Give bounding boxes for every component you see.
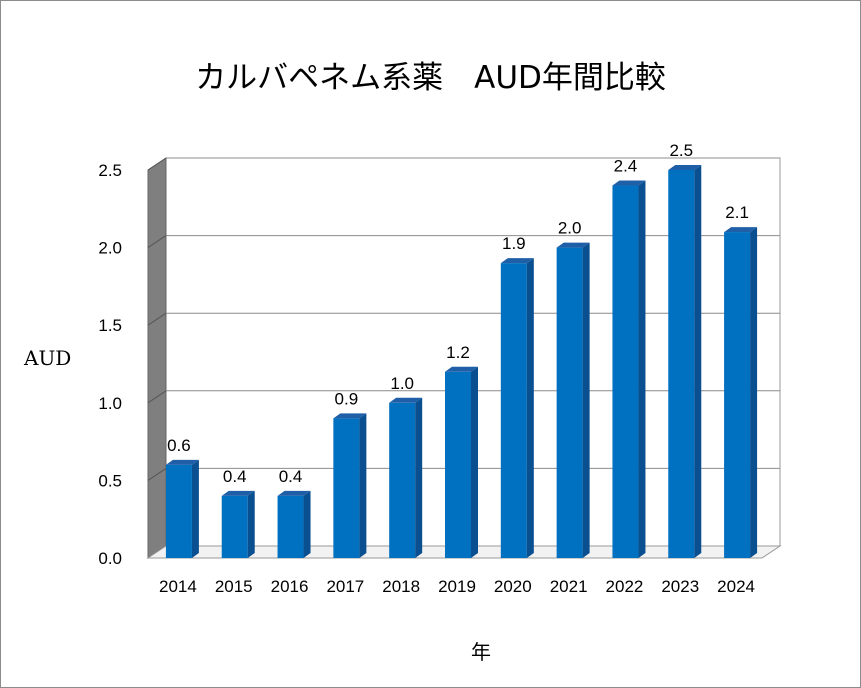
bar-side [638,180,646,558]
bar-top [668,165,702,170]
bar-2019 [445,366,478,558]
x-tick-label: 2019 [438,577,476,596]
data-label: 1.2 [446,343,470,362]
gridline-side [147,157,167,171]
data-label: 2.0 [558,219,582,238]
bar-top [445,366,478,372]
data-label: 0.4 [279,467,303,486]
y-tick-label: 0.0 [98,549,122,568]
y-tick-label: 2.5 [98,161,122,180]
bar-top [165,459,199,465]
bar-front [333,418,360,558]
data-label: 0.6 [167,436,191,455]
data-label: 2.1 [725,203,749,222]
gridline-side [147,390,167,404]
bar-2024 [724,227,758,558]
bar-2021 [556,242,590,558]
bar-2022 [612,180,646,558]
data-label: 0.9 [335,389,359,408]
data-label: 1.0 [390,374,414,393]
bar-top [556,242,590,248]
bar-front [668,170,695,558]
bar-side [526,258,534,558]
x-tick-label: 2022 [606,577,644,596]
bar-front [612,185,639,558]
gridline-side [147,467,167,481]
x-axis-label: 年 [471,640,491,664]
x-tick-label: 2017 [326,577,364,596]
y-tick-label: 0.5 [98,471,122,490]
y-axis-label: AUD [24,346,72,370]
bar-front [556,247,583,558]
bar-2014 [165,459,199,558]
x-tick-label: 2024 [717,577,755,596]
data-label: 0.4 [223,467,247,486]
bar-front [724,232,751,558]
gridline-side [147,235,167,249]
bar-front [389,402,416,558]
bar-front [165,464,192,558]
data-label: 2.5 [669,141,693,160]
chart-title: カルバペネム系薬 AUD年間比較 [195,60,666,96]
bar-front [445,371,471,558]
x-tick-label: 2015 [215,577,253,596]
data-labels: 0.6 0.4 0.4 0.9 1.0 1.2 1.9 2.0 2.4 2.5 2.1 [167,141,749,486]
y-tick-label: 2.0 [98,239,122,258]
y-tick-labels: 0.0 0.5 1.0 1.5 2.0 2.5 [98,161,122,568]
bar-side [191,459,199,558]
bar-top [221,490,255,496]
side-wall [147,157,167,559]
bar-side [247,490,255,558]
bar-2017 [333,413,367,558]
bar-top [389,397,423,403]
bar-2018 [389,397,423,558]
x-tick-label: 2023 [661,577,699,596]
data-label: 1.9 [502,234,526,253]
bar-side [303,490,311,558]
bar-top [612,180,646,186]
bar-2023 [668,165,702,558]
bar-2020 [500,258,534,558]
gridline-side [147,312,167,326]
x-tick-label: 2021 [550,577,588,596]
x-tick-label: 2016 [271,577,309,596]
bars [165,165,758,558]
bar-2015 [221,490,255,558]
bar-side [471,366,478,558]
bar-2016 [277,490,311,558]
bar-side [750,227,758,558]
bar-side [415,397,423,558]
bar-top [724,227,758,233]
bar-front [500,263,527,558]
x-tick-label: 2014 [159,577,197,596]
bar-side [582,242,590,558]
bar-side [694,165,702,558]
bar-front [221,495,248,558]
x-tick-label: 2018 [382,577,420,596]
bar-top [500,258,534,264]
bar-side [359,413,367,558]
data-label: 2.4 [614,157,638,176]
y-tick-label: 1.5 [98,316,122,335]
bar-front [277,495,304,558]
x-tick-label: 2020 [494,577,532,596]
y-tick-label: 1.0 [98,394,122,413]
bar-top [277,490,311,496]
bar-top [333,413,367,419]
x-tick-labels: 2014 2015 2016 2017 2018 2019 2020 2021 2022 2023… [159,577,755,596]
